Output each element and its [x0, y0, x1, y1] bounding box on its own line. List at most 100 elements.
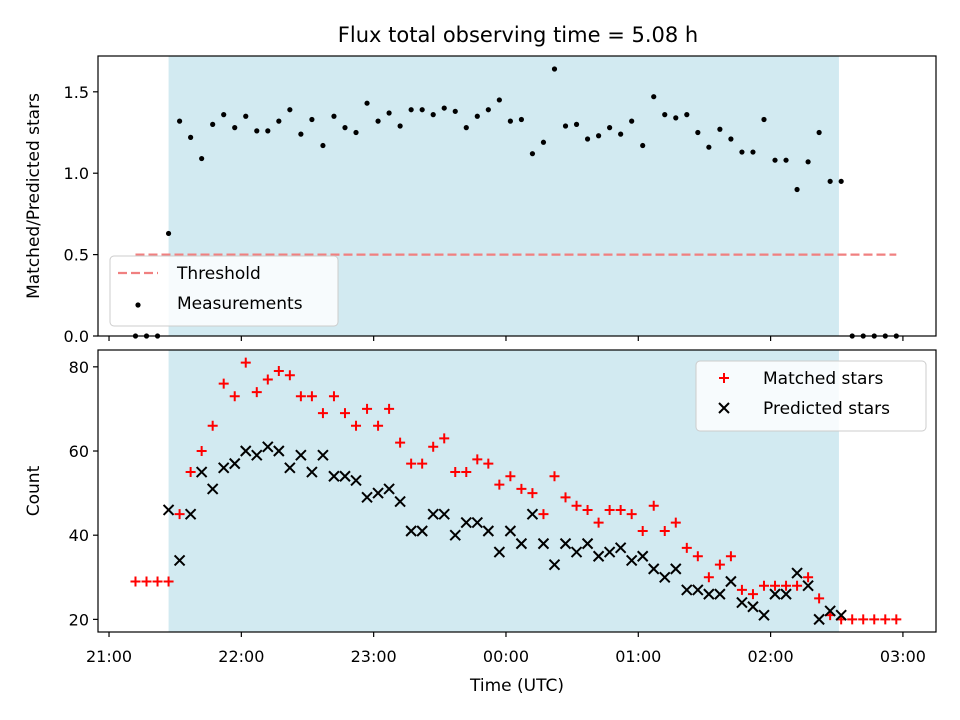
x-tick-label: 02:00: [748, 647, 794, 666]
matched-star-point: [538, 509, 549, 520]
measurement-point: [199, 155, 205, 162]
matched-star-point: [516, 483, 527, 494]
matched-star-point: [792, 580, 803, 591]
measurement-point: [794, 186, 800, 193]
predicted-star-point: [592, 550, 605, 562]
predicted-star-point: [725, 575, 737, 588]
measurement-point: [651, 94, 657, 100]
predicted-star-point: [449, 529, 461, 541]
matched-star-point: [163, 576, 174, 587]
legend-entry-label: Threshold: [176, 264, 261, 284]
axes-frame: [97, 55, 937, 337]
predicted-star-point: [636, 550, 649, 562]
legend-matched-swatch: [719, 373, 729, 383]
matched-star-point: [450, 467, 461, 478]
matched-star-point: [659, 525, 670, 536]
measurement-point: [265, 128, 271, 134]
predicted-star-point: [548, 558, 561, 571]
matched-star-point: [185, 467, 196, 478]
measurement-point: [452, 108, 458, 114]
predicted-star-point: [625, 554, 638, 567]
matched-star-point: [571, 500, 582, 511]
measurement-point: [838, 178, 844, 184]
x-axis-label: Time (UTC): [469, 676, 564, 696]
predicted-star-point: [769, 588, 781, 600]
matched-star-point: [758, 580, 769, 591]
predicted-star-point: [813, 613, 825, 626]
matched-star-point: [362, 403, 373, 414]
chart-title: Flux total observing time = 5.08 h: [338, 23, 698, 47]
matched-star-point: [351, 420, 362, 431]
predicted-star-point: [416, 525, 428, 537]
axes-frame: [97, 349, 937, 633]
matched-star-point: [582, 504, 593, 515]
predicted-star-point: [659, 571, 671, 583]
measurement-point: [485, 107, 491, 113]
predicted-star-point: [570, 546, 583, 558]
matched-star-point: [306, 391, 317, 402]
predicted-star-point: [251, 449, 263, 461]
matched-star-point: [736, 584, 747, 595]
matched-star-point: [439, 433, 450, 444]
measurement-point: [518, 116, 525, 123]
measurement-point: [474, 113, 480, 119]
predicted-star-point: [240, 445, 252, 457]
y-tick-label: 0.5: [64, 246, 89, 265]
predicted-star-point: [791, 567, 803, 579]
predicted-star-point: [802, 579, 814, 592]
x-tick-label: 21:00: [86, 647, 132, 666]
matched-star-point: [681, 542, 692, 553]
matched-star-point: [295, 391, 306, 402]
matched-star-point: [328, 391, 339, 402]
measurement-point: [419, 107, 425, 113]
predicted-star-point: [603, 546, 616, 558]
matched-star-point: [593, 517, 604, 528]
matched-star-point: [891, 614, 902, 625]
predicted-star-point: [317, 449, 329, 461]
measurement-point: [529, 151, 536, 157]
matched-star-point: [626, 509, 637, 520]
matched-star-point: [130, 576, 141, 587]
matched-star-point: [814, 593, 825, 604]
measurement-point: [805, 159, 811, 165]
measurement-point: [287, 107, 293, 113]
predicted-star-point: [173, 554, 186, 567]
y-tick-label: 0.0: [64, 327, 89, 346]
predicted-star-point: [526, 508, 539, 520]
predicted-star-point: [736, 596, 748, 609]
predicted-star-point: [162, 504, 175, 516]
predicted-star-point: [284, 462, 296, 474]
predicted-star-point: [184, 508, 197, 520]
measurement-point: [254, 128, 260, 134]
matched-star-point: [262, 374, 273, 385]
predicted-star-point: [195, 466, 208, 478]
y-tick-label: 40: [69, 526, 89, 545]
matched-star-point: [174, 509, 185, 520]
legend: Matched stars Predicted stars: [695, 360, 927, 432]
matched-star-point: [141, 576, 152, 587]
y-tick-label: 80: [69, 358, 89, 377]
measurement-point: [386, 110, 392, 116]
measurement-point: [496, 97, 502, 103]
matched-star-point: [637, 525, 648, 536]
measurement-point: [221, 112, 227, 118]
matched-star-point: [703, 572, 714, 583]
predicted-star-point: [372, 487, 384, 499]
legend-box: [695, 360, 927, 432]
measurement-point: [584, 136, 591, 142]
predicted-star-point: [262, 441, 274, 453]
predicted-star-point: [614, 542, 627, 554]
matched-star-point: [229, 391, 240, 402]
legend: Threshold Measurements: [109, 255, 339, 327]
predicted-star-point: [427, 508, 439, 520]
matched-star-point: [152, 576, 163, 587]
matched-star-point: [692, 551, 703, 562]
matched-star-point: [317, 408, 328, 419]
predicted-star-point: [824, 605, 836, 617]
legend-predicted-swatch: [718, 402, 730, 414]
measurement-point: [662, 112, 668, 118]
predicted-star-point: [493, 546, 506, 558]
measurement-point: [309, 116, 315, 123]
measurement-point: [342, 125, 348, 131]
measurement-point: [540, 139, 547, 145]
